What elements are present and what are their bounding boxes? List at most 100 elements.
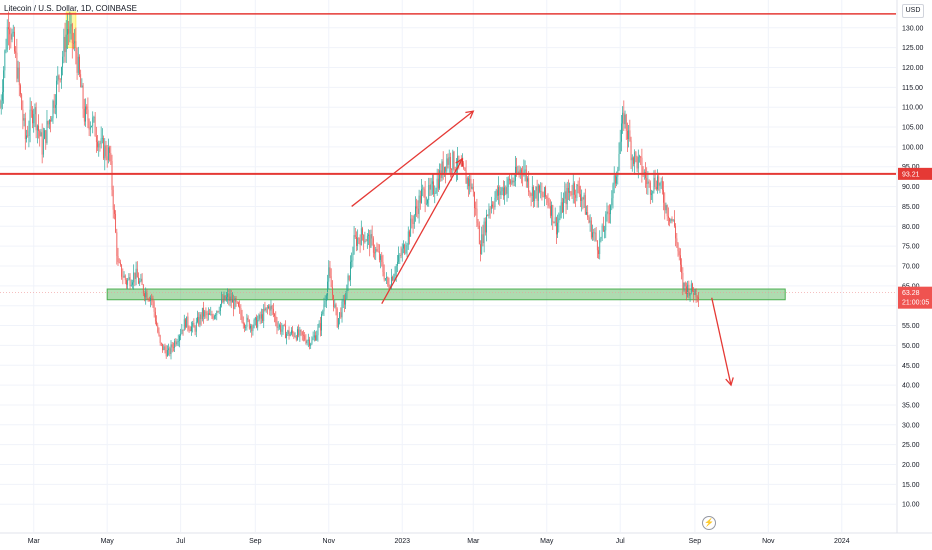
candle-body [580, 194, 581, 201]
candle-body [209, 313, 210, 315]
candle-body [696, 296, 698, 298]
candle-body [687, 284, 689, 294]
candle-body [498, 187, 499, 196]
candle-body [104, 145, 106, 159]
candle-body [653, 177, 655, 191]
candle-body [380, 255, 381, 260]
candle-body [548, 202, 550, 207]
candle-body [639, 156, 640, 158]
price-tick-label: 10.00 [902, 502, 920, 509]
candle-body [247, 317, 249, 321]
candle-body [415, 206, 416, 216]
candle-body [445, 166, 446, 172]
candle-body [235, 298, 237, 302]
candle-body [624, 114, 626, 125]
candle-body [109, 147, 110, 153]
candle-body [181, 329, 183, 334]
candle-body [123, 275, 125, 278]
candle-body [0, 100, 2, 108]
candle-body [590, 220, 592, 238]
candle-body [230, 296, 232, 303]
candle-body [341, 301, 343, 318]
candle-body [510, 180, 512, 184]
candle-body [472, 186, 474, 192]
candle-body [688, 284, 690, 296]
candle-body [122, 276, 124, 278]
candle-body [540, 191, 542, 192]
candle-body [649, 182, 651, 195]
candle-body [135, 268, 137, 279]
candle-body [433, 181, 434, 194]
candle-body [524, 169, 526, 172]
candle-body [368, 234, 369, 236]
candle-body [613, 175, 615, 185]
candle-body [82, 85, 84, 109]
candle-body [470, 179, 472, 189]
candle-body [630, 140, 632, 161]
candle-body [602, 225, 604, 232]
price-tick-label: 80.00 [902, 224, 920, 231]
candle-body [541, 191, 543, 196]
currency-button[interactable]: USD [902, 4, 924, 18]
candle-body [370, 234, 372, 248]
candle-body [35, 107, 37, 131]
candle-body [144, 293, 145, 298]
candle-body [664, 202, 666, 211]
candle-body [73, 43, 74, 44]
candle-body [71, 24, 73, 44]
candle-body [393, 276, 395, 281]
candle-body [598, 250, 599, 254]
candle-body [465, 170, 467, 184]
candle-body [381, 255, 383, 262]
candle-body [75, 41, 77, 54]
candle-body [344, 299, 345, 305]
candle-body [87, 109, 89, 121]
candle-body [124, 275, 126, 281]
price-tick-label: 20.00 [902, 462, 920, 469]
candle-body [372, 238, 374, 253]
candle-body [257, 320, 259, 328]
candle-body [477, 223, 479, 226]
candle-body [5, 49, 7, 51]
candle-body [658, 176, 660, 186]
candle-body [158, 331, 160, 336]
price-tick-label: 110.00 [902, 105, 923, 112]
candle-body [509, 178, 510, 181]
trend-arrow-line [381, 158, 464, 305]
candle-body [331, 287, 333, 295]
candle-body [604, 230, 605, 232]
candle-body [360, 228, 362, 245]
candle-body [583, 195, 585, 200]
candle-body [437, 178, 439, 189]
candle-body [575, 194, 577, 198]
candle-body [134, 272, 136, 279]
candle-body [395, 265, 397, 274]
candle-body [173, 347, 174, 349]
candle-body [672, 219, 674, 221]
lightning-bolt-icon[interactable]: ⚡ [702, 516, 716, 530]
candle-body [328, 267, 330, 282]
candle-body [660, 180, 662, 184]
candle-body [32, 110, 33, 124]
candle-body [89, 126, 91, 130]
symbol-title[interactable]: Litecoin / U.S. Dollar, 1D, COINBASE [4, 4, 137, 13]
candle-body [259, 314, 261, 319]
price-tick-label: 40.00 [902, 383, 920, 390]
candle-body [469, 179, 471, 187]
candle-body [518, 171, 520, 174]
candle-body [64, 36, 66, 53]
candle-body [297, 329, 298, 340]
price-tick-label: 125.00 [902, 45, 924, 52]
trend-arrows [351, 110, 734, 387]
candle-body [218, 311, 220, 312]
candle-body [407, 231, 409, 245]
candle-body [51, 118, 53, 122]
candle-body [674, 219, 675, 227]
candle-body [145, 291, 147, 298]
candle-body [400, 255, 402, 256]
candle-body [234, 298, 236, 309]
candle-body [436, 178, 438, 192]
candle-body [570, 191, 572, 195]
candle-body [354, 235, 356, 237]
